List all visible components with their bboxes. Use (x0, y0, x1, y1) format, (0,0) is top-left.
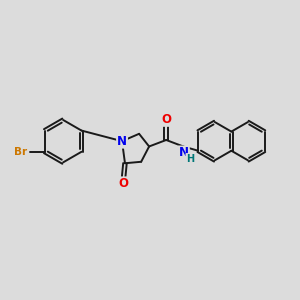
Text: O: O (161, 113, 171, 126)
Text: N: N (179, 146, 189, 159)
Text: H: H (186, 154, 194, 164)
Text: O: O (118, 177, 128, 190)
Text: Br: Br (14, 147, 27, 157)
Text: N: N (117, 135, 127, 148)
